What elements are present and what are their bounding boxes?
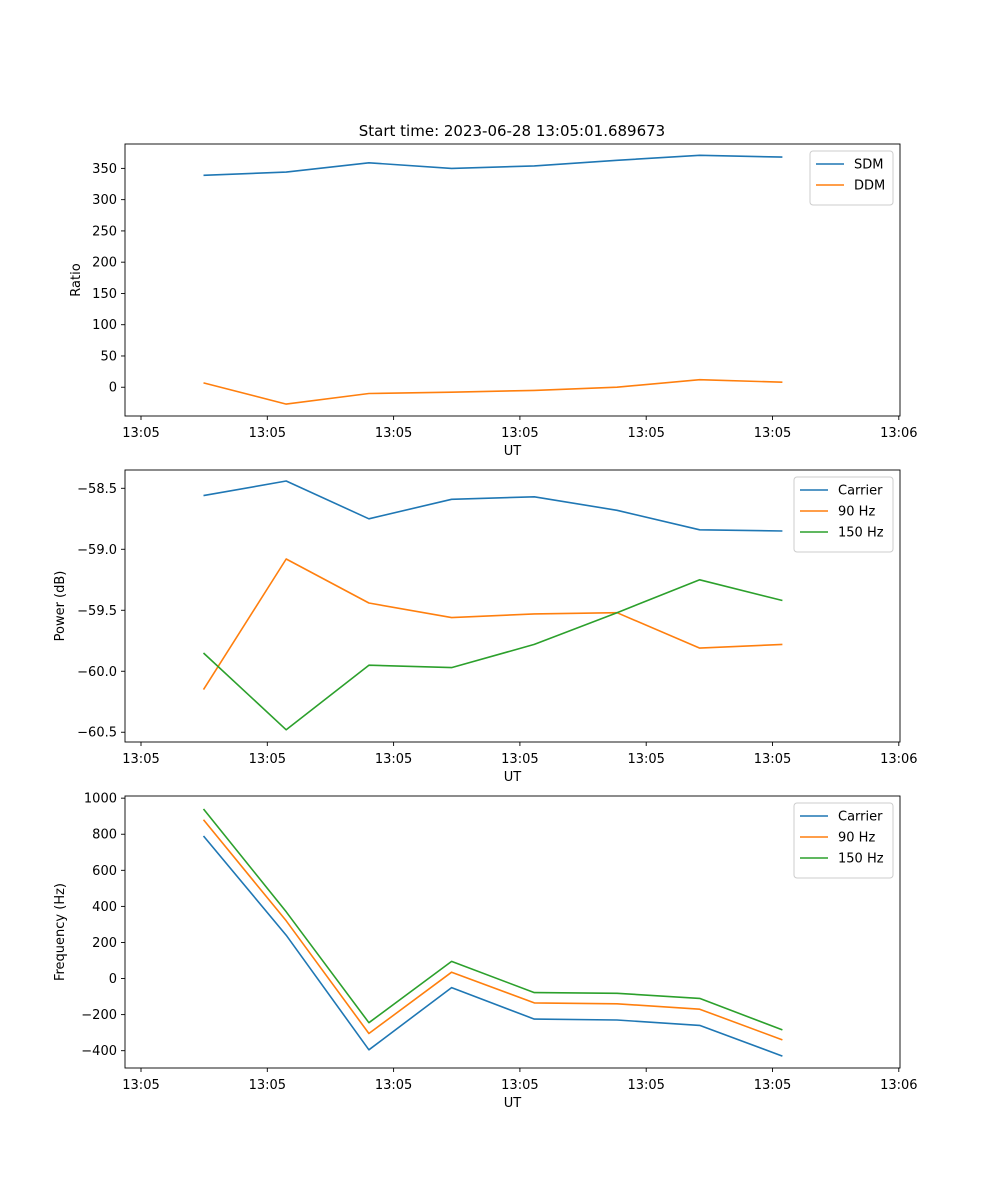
y-tick-label: 300 xyxy=(92,193,117,208)
series-line-ddm xyxy=(203,378,783,405)
x-tick-label: 13:05 xyxy=(249,752,286,767)
legend-label: DDM xyxy=(854,179,885,194)
x-tick-label: 13:05 xyxy=(249,1078,286,1093)
legend: SDM DDM xyxy=(809,150,894,206)
plot-frame xyxy=(124,469,901,743)
y-tick-label: 100 xyxy=(92,318,117,333)
legend-label: Carrier xyxy=(838,810,883,825)
x-tick-label: 13:06 xyxy=(880,1078,917,1093)
legend-label: 150 Hz xyxy=(838,852,884,867)
series-line-150-hz xyxy=(202,578,783,731)
legend: Carrier 90 Hz 150 Hz xyxy=(793,802,894,879)
y-tick-label: 200 xyxy=(92,256,117,271)
x-tick-label: 13:05 xyxy=(375,1078,412,1093)
y-tick-label: 400 xyxy=(92,900,117,915)
y-tick-label: 250 xyxy=(92,224,117,239)
x-tick-label: 13:05 xyxy=(122,752,159,767)
y-tick-label: −200 xyxy=(81,1008,117,1023)
y-tick-label: 800 xyxy=(92,828,117,843)
x-tick-label: 13:05 xyxy=(501,1078,538,1093)
series-line-sdm xyxy=(203,154,783,177)
y-tick-label: 600 xyxy=(92,864,117,879)
series-line-150-hz xyxy=(202,808,783,1031)
legend-label: 90 Hz xyxy=(838,505,875,520)
x-tick-label: 13:05 xyxy=(122,426,159,441)
series-line-carrier xyxy=(203,480,783,532)
x-tick-label: 13:05 xyxy=(627,752,664,767)
legend-box xyxy=(793,802,894,879)
y-tick-label: 150 xyxy=(92,287,117,302)
legend-label: 150 Hz xyxy=(838,526,884,541)
y-tick-label: 1000 xyxy=(84,792,117,807)
y-tick-label: 350 xyxy=(92,162,117,177)
panel-1: 13:05 13:05 13:05 13:05 13:05 13:05 13:06 0 50 10… xyxy=(69,143,918,459)
x-tick-label: 13:06 xyxy=(880,752,917,767)
x-axis-label: UT xyxy=(504,1096,522,1111)
panel-2: 13:05 13:05 13:05 13:05 13:05 13:05 13:06 −60.5… xyxy=(53,469,918,785)
y-tick-label: 200 xyxy=(92,936,117,951)
y-tick-label: 50 xyxy=(100,349,117,364)
plot-frame xyxy=(124,795,901,1069)
y-tick-label: −400 xyxy=(81,1044,117,1059)
x-tick-label: 13:05 xyxy=(501,752,538,767)
x-tick-label: 13:05 xyxy=(627,426,664,441)
legend-box xyxy=(793,476,894,553)
x-tick-label: 13:05 xyxy=(754,426,791,441)
series-line-carrier xyxy=(202,835,783,1057)
x-tick-label: 13:06 xyxy=(880,426,917,441)
y-axis-label: Power (dB) xyxy=(53,571,68,642)
legend: Carrier 90 Hz 150 Hz xyxy=(793,476,894,553)
y-tick-label: 0 xyxy=(109,381,117,396)
legend-label: 90 Hz xyxy=(838,831,875,846)
plot-frame xyxy=(124,143,901,417)
y-axis-label: Ratio xyxy=(69,263,84,296)
x-tick-label: 13:05 xyxy=(501,426,538,441)
y-tick-label: −58.5 xyxy=(77,482,117,497)
x-tick-label: 13:05 xyxy=(122,1078,159,1093)
x-tick-label: 13:05 xyxy=(249,426,286,441)
series-line-90-hz xyxy=(202,819,783,1041)
legend-label: Carrier xyxy=(838,484,883,499)
y-axis-label: Frequency (Hz) xyxy=(53,883,68,981)
chart-title: Start time: 2023-06-28 13:05:01.689673 xyxy=(359,122,665,140)
x-tick-label: 13:05 xyxy=(627,1078,664,1093)
x-axis-label: UT xyxy=(504,444,522,459)
panels: 13:05 13:05 13:05 13:05 13:05 13:05 13:06 0 50 10… xyxy=(53,143,918,1111)
legend-label: SDM xyxy=(854,158,883,173)
x-tick-label: 13:05 xyxy=(375,426,412,441)
y-tick-label: −59.0 xyxy=(77,543,117,558)
x-tick-label: 13:05 xyxy=(375,752,412,767)
y-tick-label: −60.0 xyxy=(77,665,117,680)
y-tick-label: −60.5 xyxy=(77,726,117,741)
x-tick-label: 13:05 xyxy=(754,1078,791,1093)
series-line-90-hz xyxy=(202,558,783,691)
x-axis-label: UT xyxy=(504,770,522,785)
y-tick-label: −59.5 xyxy=(77,604,117,619)
panel-3: 13:05 13:05 13:05 13:05 13:05 13:05 13:06 −400 −… xyxy=(53,792,918,1111)
y-tick-label: 0 xyxy=(109,972,117,987)
x-tick-label: 13:05 xyxy=(754,752,791,767)
